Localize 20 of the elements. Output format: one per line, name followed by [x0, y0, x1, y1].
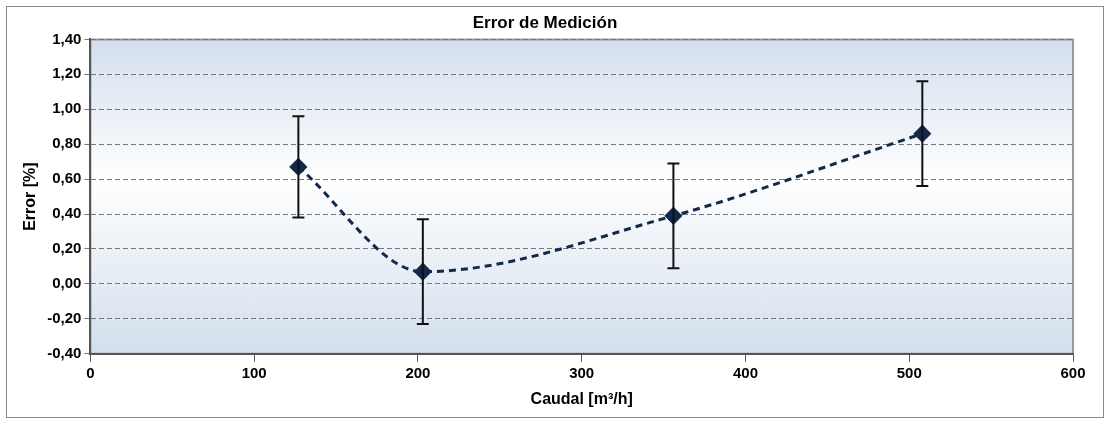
- y-tick-label: 0,60: [52, 169, 82, 187]
- y-tick-label: 1,00: [52, 99, 82, 117]
- x-axis-title: Caudal [m³/h]: [530, 389, 633, 407]
- x-tick-label: 500: [896, 363, 922, 381]
- chart-title: Error de Medición: [472, 12, 618, 32]
- y-tick-label: 0,00: [52, 274, 82, 292]
- y-axis-title: Error [%]: [21, 162, 39, 231]
- y-tick-label: -0,40: [47, 343, 82, 361]
- x-tick-label: 400: [732, 363, 758, 381]
- x-tick-label: 600: [1060, 363, 1086, 381]
- y-tick-label: 1,40: [52, 29, 82, 47]
- x-tick-label: 200: [405, 363, 431, 381]
- x-tick-label: 0: [86, 363, 95, 381]
- x-tick-label: 100: [241, 363, 267, 381]
- x-tick-label: 300: [569, 363, 595, 381]
- y-tick-label: 0,40: [52, 204, 82, 222]
- y-tick-label: 1,20: [52, 64, 82, 82]
- y-tick-label: -0,20: [47, 309, 82, 327]
- y-tick-label: 0,80: [52, 134, 82, 152]
- y-tick-label: 0,20: [52, 239, 82, 257]
